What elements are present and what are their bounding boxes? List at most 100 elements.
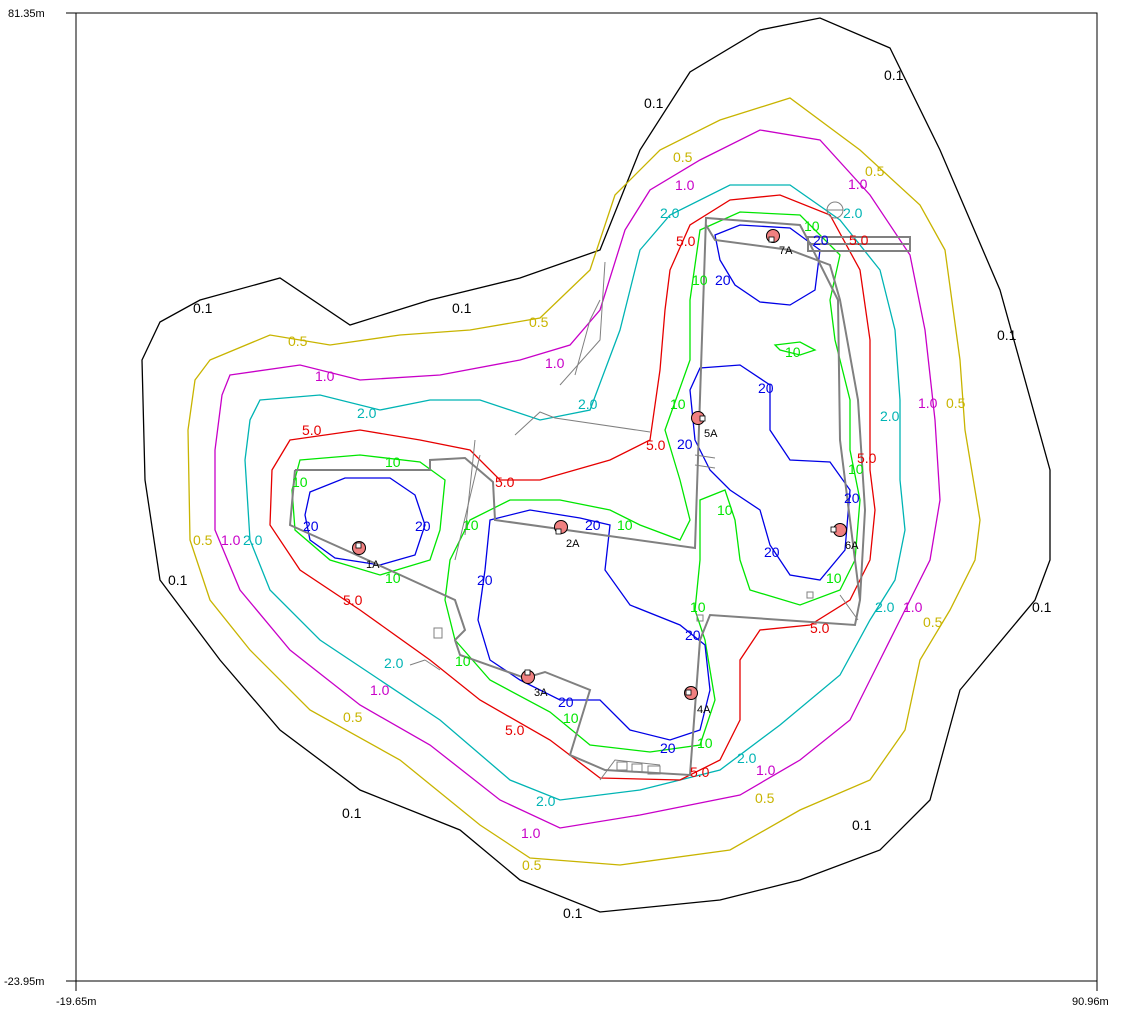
contour-1-0	[214, 129, 941, 829]
fixture-2a: 2A	[554, 520, 580, 550]
label-0-5: 0.5	[288, 333, 308, 349]
label-20: 20	[415, 518, 431, 534]
label-5-0: 5.0	[676, 233, 696, 249]
fixture-label: 7A	[779, 245, 793, 257]
x-axis-right-label: 90.96m	[1072, 996, 1109, 1008]
label-0-5: 0.5	[522, 857, 542, 873]
label-20: 20	[303, 518, 319, 534]
label-10: 10	[826, 570, 842, 586]
label-2-0: 2.0	[243, 532, 263, 548]
label-1-0: 1.0	[675, 177, 695, 193]
label-0-1: 0.1	[1032, 599, 1052, 615]
fixture-5a: 5A	[691, 411, 718, 440]
label-5-0: 5.0	[646, 437, 666, 453]
label-20: 20	[758, 380, 774, 396]
label-0-5: 0.5	[529, 314, 549, 330]
label-0-5: 0.5	[673, 149, 693, 165]
label-0-1: 0.1	[884, 67, 904, 83]
axis-ticks	[66, 12, 1098, 991]
label-2-0: 2.0	[843, 205, 863, 221]
label-1-0: 1.0	[315, 368, 335, 384]
label-1-0: 1.0	[918, 395, 938, 411]
label-5-0: 5.0	[302, 422, 322, 438]
label-5-0: 5.0	[505, 722, 525, 738]
label-20: 20	[558, 694, 574, 710]
label-20: 20	[715, 272, 731, 288]
label-2-0: 2.0	[357, 405, 377, 421]
label-2-0: 2.0	[578, 396, 598, 412]
label-5-0: 5.0	[810, 620, 830, 636]
label-5-0: 5.0	[343, 592, 363, 608]
label-2-0: 2.0	[660, 205, 680, 221]
label-10: 10	[804, 218, 820, 234]
label-1-0: 1.0	[545, 355, 565, 371]
label-0-5: 0.5	[193, 532, 213, 548]
label-10: 10	[697, 735, 713, 751]
label-2-0: 2.0	[880, 408, 900, 424]
detail-lines	[409, 201, 859, 781]
fixture-label: 6A	[845, 540, 859, 552]
label-0-1: 0.1	[452, 300, 472, 316]
label-2-0: 2.0	[384, 655, 404, 671]
contour-0-1	[141, 17, 1051, 913]
fixtures: 1A 2A 3A 4A 5A 6A 7A	[352, 229, 859, 716]
fixture-label: 2A	[566, 538, 580, 550]
label-1-0: 1.0	[756, 762, 776, 778]
label-1-0: 1.0	[848, 176, 868, 192]
label-0-1: 0.1	[563, 905, 583, 921]
fixture-label: 3A	[534, 687, 548, 699]
label-20: 20	[677, 436, 693, 452]
label-10: 10	[385, 454, 401, 470]
label-10: 10	[690, 599, 706, 615]
fixture-6a: 6A	[830, 523, 859, 552]
label-0-1: 0.1	[168, 572, 188, 588]
label-1-0: 1.0	[521, 825, 541, 841]
label-10: 10	[670, 396, 686, 412]
label-2-0: 2.0	[737, 750, 757, 766]
contour-labels: 0.1 0.1 0.1 0.1 0.1 0.1 0.1 0.1 0.1 0.1 …	[168, 67, 1052, 921]
label-20: 20	[685, 627, 701, 643]
label-0-5: 0.5	[755, 790, 775, 806]
label-2-0: 2.0	[875, 599, 895, 615]
label-5-0: 5.0	[857, 450, 877, 466]
label-5-0: 5.0	[849, 232, 869, 248]
label-20: 20	[764, 544, 780, 560]
label-0-1: 0.1	[193, 300, 213, 316]
label-10: 10	[692, 272, 708, 288]
fixture-label: 1A	[366, 559, 380, 571]
label-10: 10	[292, 474, 308, 490]
label-0-5: 0.5	[343, 709, 363, 725]
building-outline	[288, 216, 911, 777]
label-1-0: 1.0	[221, 532, 241, 548]
label-20: 20	[813, 232, 829, 248]
label-10: 10	[455, 653, 471, 669]
contour-10	[291, 211, 861, 753]
label-10: 10	[563, 710, 579, 726]
fixture-7a: 7A	[766, 229, 793, 257]
label-10: 10	[463, 517, 479, 533]
y-axis-bottom-label: -23.95m	[4, 976, 44, 988]
label-1-0: 1.0	[903, 599, 923, 615]
label-20: 20	[585, 517, 601, 533]
y-axis-top-label: 81.35m	[8, 8, 45, 20]
label-0-1: 0.1	[342, 805, 362, 821]
label-0-1: 0.1	[997, 327, 1017, 343]
label-10: 10	[385, 570, 401, 586]
label-0-5: 0.5	[865, 163, 885, 179]
label-5-0: 5.0	[690, 764, 710, 780]
fixture-label: 4A	[697, 704, 711, 716]
contour-2-0	[244, 184, 906, 801]
label-1-0: 1.0	[370, 682, 390, 698]
label-0-1: 0.1	[852, 817, 872, 833]
label-10: 10	[848, 461, 864, 477]
fixture-label: 5A	[704, 428, 718, 440]
label-10: 10	[717, 502, 733, 518]
fixture-4a: 4A	[684, 686, 711, 716]
x-axis-left-label: -19.65m	[56, 996, 96, 1008]
label-20: 20	[660, 740, 676, 756]
contour-5-0	[269, 194, 876, 781]
contour-20	[304, 224, 851, 741]
fixture-3a: 3A	[521, 669, 548, 699]
label-20: 20	[844, 490, 860, 506]
